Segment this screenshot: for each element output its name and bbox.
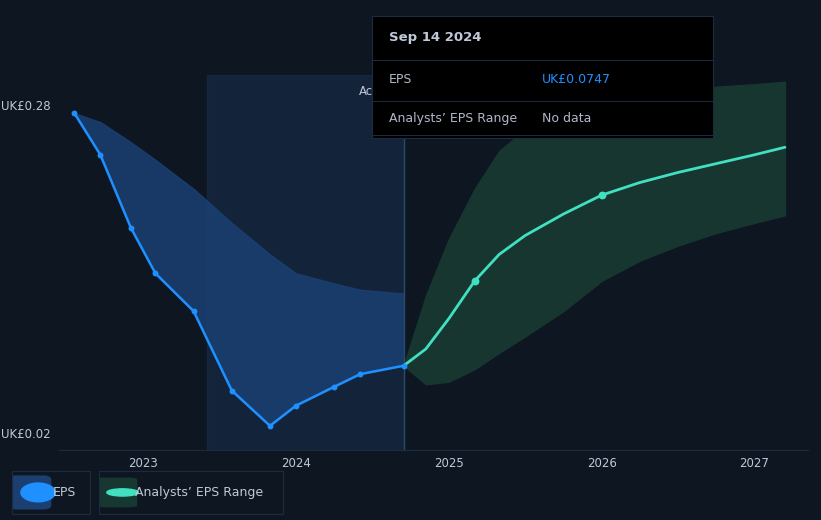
Text: No data: No data: [543, 112, 592, 125]
Text: UK£0.28: UK£0.28: [1, 100, 51, 113]
FancyBboxPatch shape: [93, 477, 137, 508]
Point: [328, 383, 341, 391]
Circle shape: [21, 483, 55, 502]
Text: Actual: Actual: [359, 85, 396, 98]
Point: [124, 224, 137, 232]
Point: [289, 401, 302, 410]
Text: UK£0.02: UK£0.02: [1, 428, 51, 441]
Point: [225, 386, 238, 395]
Text: UK£0.0747: UK£0.0747: [543, 73, 612, 86]
Text: Analysts’ EPS Range: Analysts’ EPS Range: [389, 112, 517, 125]
Point: [264, 422, 277, 430]
Point: [187, 307, 200, 315]
Point: [94, 151, 107, 159]
FancyBboxPatch shape: [8, 475, 52, 510]
Circle shape: [107, 489, 138, 496]
Point: [354, 370, 367, 379]
Point: [68, 109, 81, 118]
Point: [397, 361, 410, 370]
Point: [468, 277, 481, 285]
Text: Sep 14 2024: Sep 14 2024: [389, 31, 481, 44]
Bar: [208, 75, 404, 450]
Point: [595, 191, 608, 199]
Text: Analysts Forecasts: Analysts Forecasts: [411, 85, 521, 98]
Text: EPS: EPS: [389, 73, 412, 86]
Text: Analysts’ EPS Range: Analysts’ EPS Range: [135, 486, 264, 499]
Point: [149, 269, 162, 278]
Text: EPS: EPS: [53, 486, 76, 499]
